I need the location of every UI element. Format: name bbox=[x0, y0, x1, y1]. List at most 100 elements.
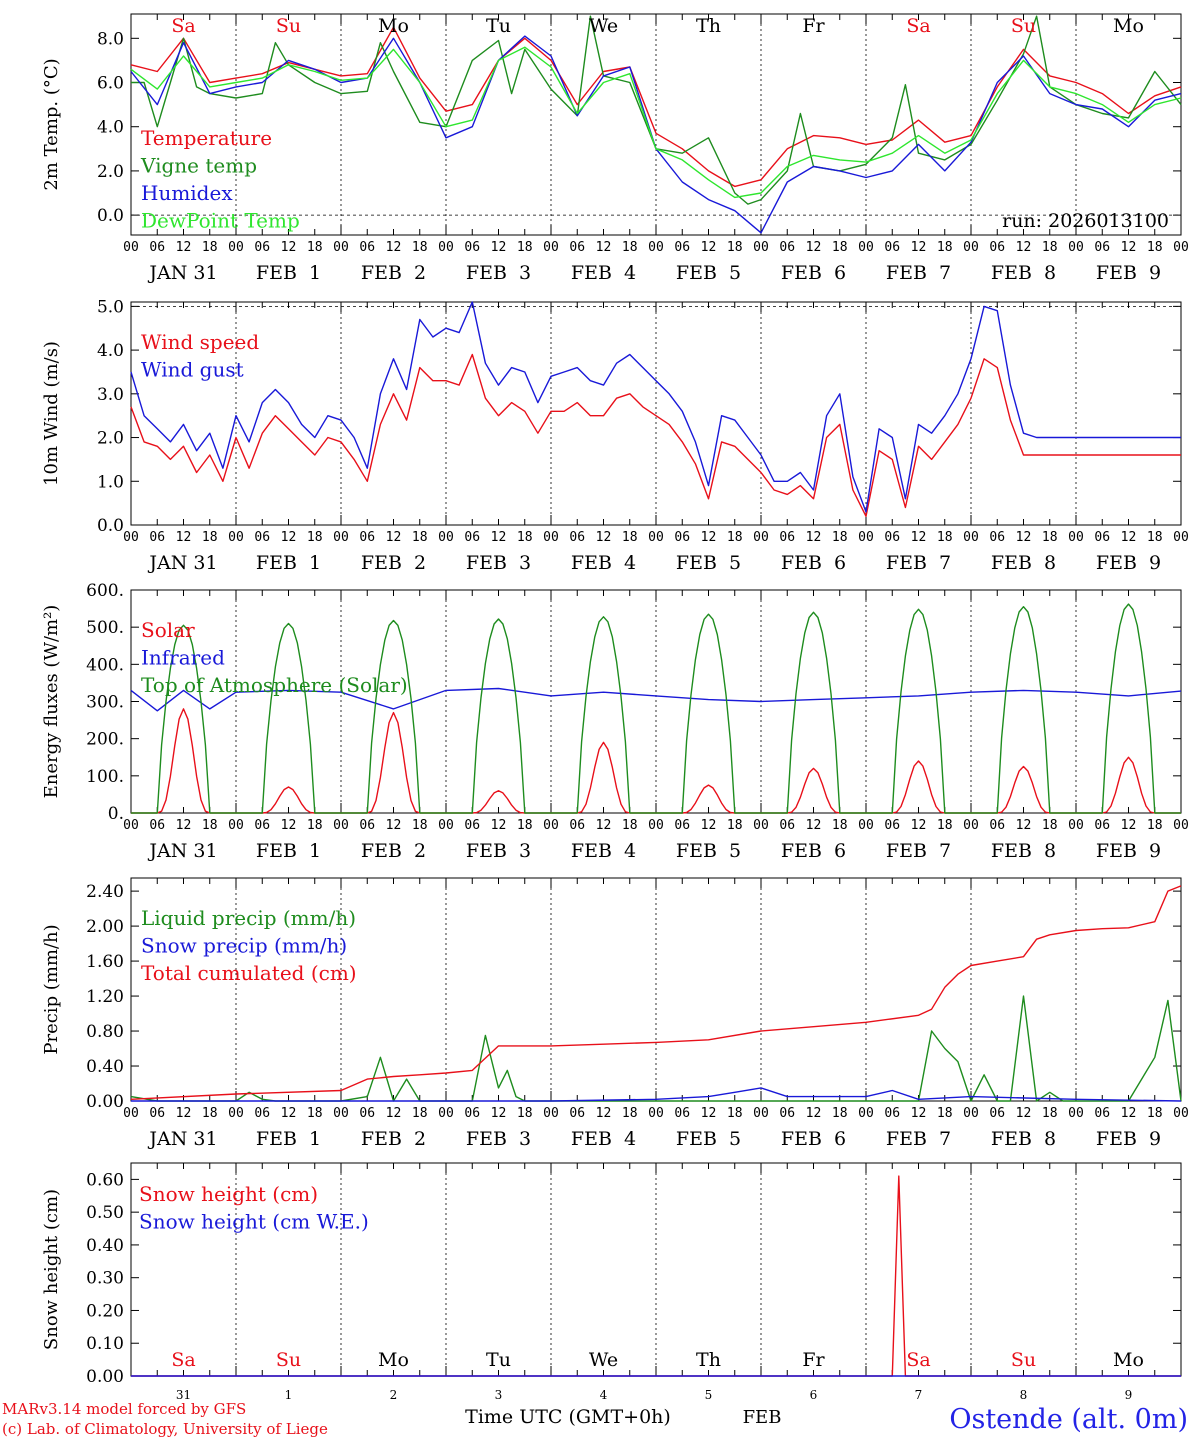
day-label: FEB 3 bbox=[466, 262, 531, 284]
station-label: Ostende (alt. 0m) bbox=[949, 1404, 1188, 1435]
weekday-label: Sa bbox=[171, 1349, 195, 1371]
x-tick-label: 12 bbox=[701, 1106, 717, 1121]
day-label: FEB 4 bbox=[571, 1128, 636, 1150]
day-label: FEB 8 bbox=[991, 840, 1056, 862]
credit-line-2: (c) Lab. of Climatology, University of L… bbox=[2, 1420, 328, 1438]
x-tick-label: 06 bbox=[884, 240, 900, 255]
weekday-label: Tu bbox=[486, 15, 511, 37]
x-tick-label: 06 bbox=[989, 1106, 1005, 1121]
x-tick-label: 12 bbox=[281, 530, 297, 545]
y-tick-label: 300. bbox=[86, 693, 124, 713]
x-tick-label: 18 bbox=[832, 1106, 848, 1121]
x-tick-label: 18 bbox=[517, 530, 533, 545]
x-tick-label: 18 bbox=[202, 530, 218, 545]
x-tick-label: 12 bbox=[1016, 530, 1032, 545]
x-tick-label: 06 bbox=[674, 530, 690, 545]
day-label: FEB 3 bbox=[466, 552, 531, 574]
x-tick-label: 00 bbox=[753, 530, 769, 545]
day-label: JAN 31 bbox=[147, 552, 217, 574]
series-line-snow-height-cm- bbox=[131, 1175, 1181, 1377]
x-tick-label: 00 bbox=[1068, 530, 1084, 545]
weekday-label: Th bbox=[696, 1349, 721, 1371]
y-tick-label: 1.60 bbox=[86, 952, 124, 972]
day-label: FEB 1 bbox=[256, 840, 321, 862]
x-tick-label: 12 bbox=[176, 818, 192, 833]
x-tick-label: 12 bbox=[491, 530, 507, 545]
weekday-label: Fr bbox=[802, 1349, 825, 1371]
x-tick-label: 00 bbox=[123, 1106, 139, 1121]
credit-line-1: MARv3.14 model forced by GFS bbox=[2, 1400, 246, 1418]
x-tick-label: 00 bbox=[543, 1106, 559, 1121]
x-tick-label: 18 bbox=[412, 240, 428, 255]
day-label: FEB 6 bbox=[781, 262, 846, 284]
y-tick-label: 2.00 bbox=[86, 917, 124, 937]
series-line-temperature bbox=[130, 26, 1182, 188]
y-tick-label: 400. bbox=[86, 655, 124, 675]
legend-entry: Snow precip (mm/h) bbox=[141, 934, 347, 958]
x-tick-label: 00 bbox=[963, 530, 979, 545]
x-tick-label: 12 bbox=[1016, 240, 1032, 255]
x-tick-label: 06 bbox=[359, 818, 375, 833]
legend-entry: Solar bbox=[141, 618, 195, 642]
x-tick-label: 12 bbox=[1016, 818, 1032, 833]
x-tick-label: 18 bbox=[202, 1106, 218, 1121]
y-axis-label: Energy fluxes (W/m²) bbox=[41, 605, 62, 799]
y-tick-label: 1.20 bbox=[86, 987, 124, 1007]
x-tick-label: 00 bbox=[858, 1106, 874, 1121]
x-tick-label: 12 bbox=[806, 1106, 822, 1121]
x-tick-label: 06 bbox=[149, 818, 165, 833]
x-tick-label: 06 bbox=[464, 818, 480, 833]
series-line-total-cumulated-cm- bbox=[130, 885, 1182, 1100]
x-tick-label: 06 bbox=[779, 530, 795, 545]
day-label: JAN 31 bbox=[147, 262, 217, 284]
x-tick-label: 06 bbox=[254, 818, 270, 833]
x-axis-title: Time UTC (GMT+0h) bbox=[465, 1406, 671, 1428]
x-tick-label: 06 bbox=[989, 818, 1005, 833]
x-tick-label: 12 bbox=[911, 818, 927, 833]
weekday-label: Sa bbox=[906, 15, 930, 37]
y-tick-label: 0.00 bbox=[86, 1092, 124, 1112]
x-tick-label: 12 bbox=[596, 1106, 612, 1121]
legend-entry: Infrared bbox=[141, 646, 225, 670]
day-label: FEB 2 bbox=[361, 262, 426, 284]
x-tick-label: 18 bbox=[307, 1106, 323, 1121]
x-tick-label: 00 bbox=[123, 240, 139, 255]
y-tick-label: 200. bbox=[86, 730, 124, 750]
run-label: run: 2026013100 bbox=[1002, 210, 1169, 232]
y-tick-label: 0.10 bbox=[86, 1334, 124, 1354]
x-tick-label: 12 bbox=[806, 818, 822, 833]
weekday-label: Su bbox=[1011, 1349, 1036, 1371]
series-line-wind-gust bbox=[130, 301, 1181, 513]
x-tick-label: 06 bbox=[1094, 530, 1110, 545]
x-tick-label: 00 bbox=[648, 1106, 664, 1121]
x-tick-label: 18 bbox=[307, 530, 323, 545]
x-tick-label: 00 bbox=[228, 240, 244, 255]
day-label: JAN 31 bbox=[147, 840, 217, 862]
x-tick-label: 18 bbox=[1147, 1106, 1163, 1121]
day-label: FEB 4 bbox=[571, 840, 636, 862]
day-number: 2 bbox=[390, 1388, 398, 1402]
y-tick-label: 3.0 bbox=[97, 385, 124, 405]
day-label: FEB 4 bbox=[571, 552, 636, 574]
day-number: 9 bbox=[1125, 1388, 1133, 1402]
y-tick-label: 2.40 bbox=[86, 882, 124, 902]
weekday-label: Mo bbox=[1113, 15, 1144, 37]
legend-entry: Snow height (cm) bbox=[139, 1182, 318, 1206]
series-line-infrared bbox=[130, 687, 1182, 712]
y-tick-label: 0.30 bbox=[86, 1269, 124, 1289]
x-tick-label: 18 bbox=[1147, 240, 1163, 255]
x-tick-label: 12 bbox=[1121, 530, 1137, 545]
x-tick-label: 00 bbox=[963, 818, 979, 833]
day-label: FEB 9 bbox=[1096, 552, 1161, 574]
x-tick-label: 06 bbox=[674, 240, 690, 255]
legend-entry: Liquid precip (mm/h) bbox=[141, 906, 356, 930]
x-tick-label: 00 bbox=[333, 1106, 349, 1121]
x-tick-label: 12 bbox=[281, 818, 297, 833]
day-number: 1 bbox=[285, 1388, 293, 1402]
x-tick-label: 00 bbox=[438, 530, 454, 545]
y-tick-label: 4.0 bbox=[97, 341, 124, 361]
weekday-label: Th bbox=[696, 15, 721, 37]
x-tick-label: 18 bbox=[937, 1106, 953, 1121]
y-tick-label: 0.00 bbox=[86, 1367, 124, 1387]
y-tick-label: 6.0 bbox=[97, 74, 124, 94]
